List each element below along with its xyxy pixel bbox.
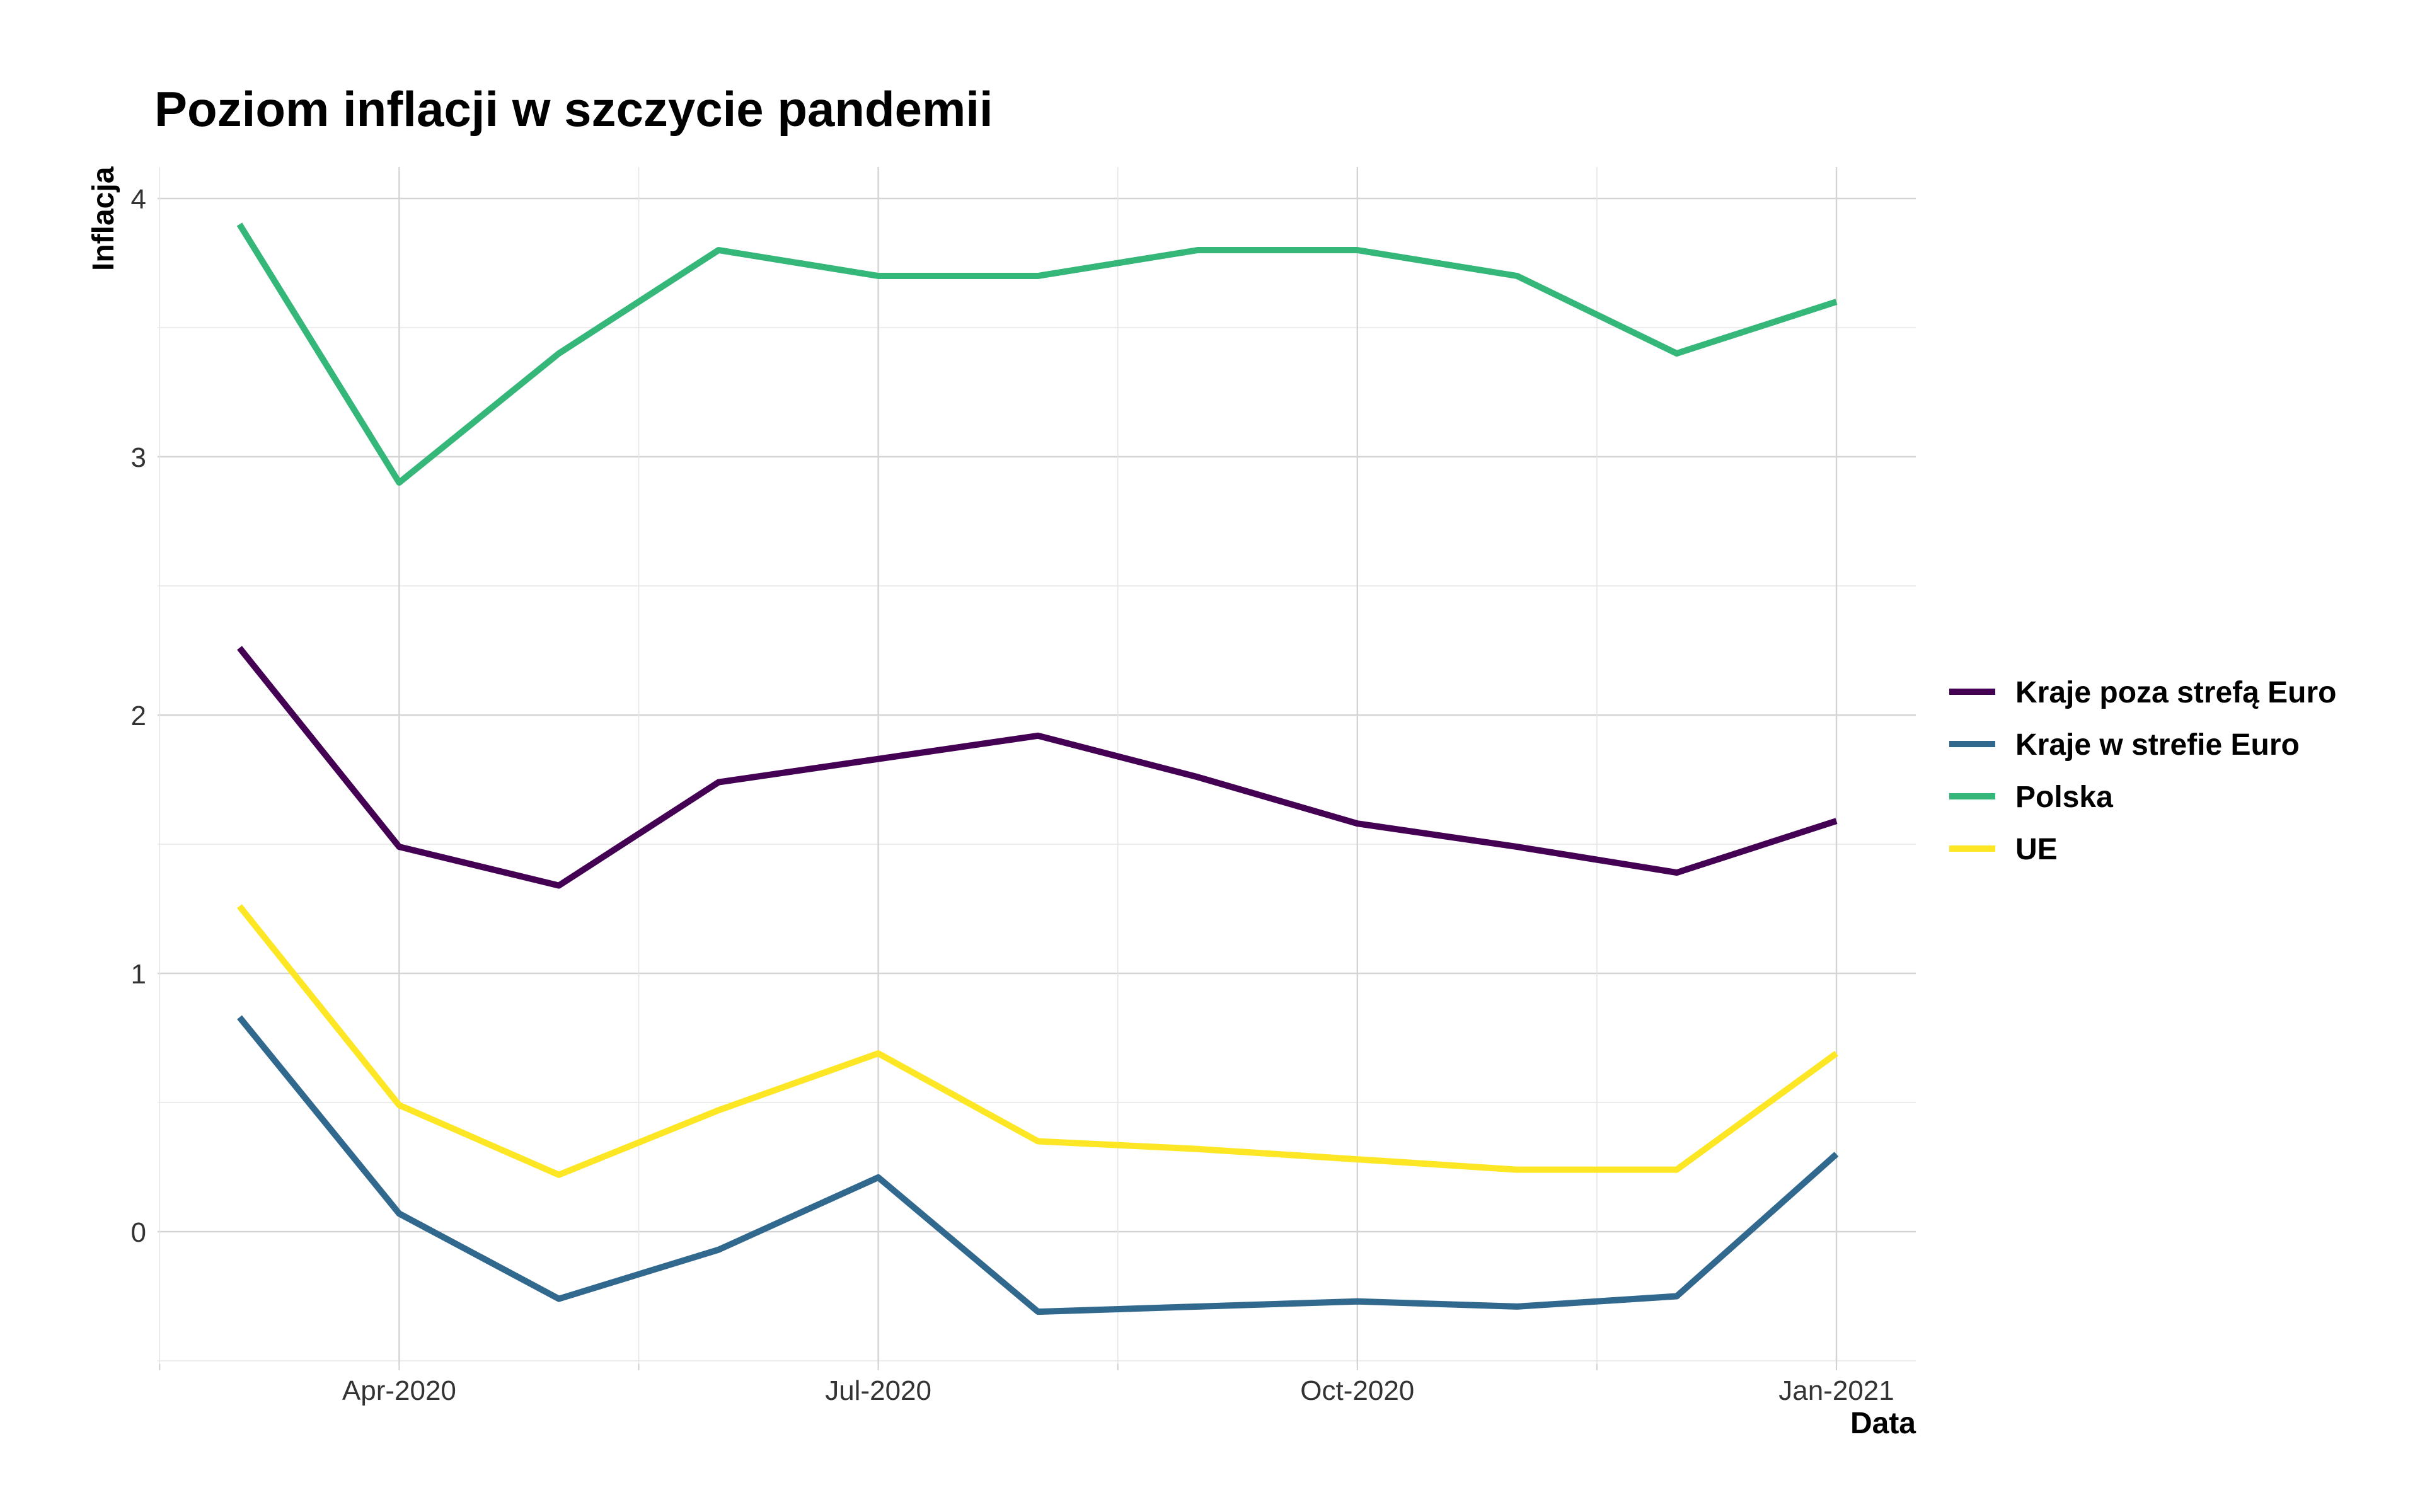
x-tick-label: Oct-2020: [1300, 1375, 1414, 1406]
y-tick-label: 0: [131, 1217, 146, 1248]
x-tick-label: Jan-2021: [1778, 1375, 1894, 1406]
legend-label: Polska: [2015, 781, 2113, 814]
y-tick-label: 3: [131, 442, 146, 473]
y-axis-title: Inflacja: [87, 166, 120, 271]
x-tick-label: Apr-2020: [342, 1375, 456, 1406]
series-line-kraje-w-strefie-euro: [237, 1015, 1839, 1315]
legend-label: Kraje poza strefą Euro: [2015, 676, 2336, 709]
legend-label: Kraje w strefie Euro: [2015, 728, 2300, 762]
axes: 0 1 2 3 4 Apr-2020 Jul-2020 Oct-2020 Jan-2021: [131, 184, 1894, 1406]
x-tick-label: Jul-2020: [825, 1375, 931, 1406]
series-line-polska: [236, 222, 1838, 486]
y-tick-label: 2: [131, 701, 146, 731]
chart-title: Poziom inflacji w szczycie pandemii: [154, 81, 993, 137]
x-axis-title: Data: [1850, 1407, 1916, 1440]
data-series: [236, 222, 1839, 1315]
series-line-kraje-poza-stref-euro: [237, 646, 1838, 889]
legend: Kraje poza strefą Euro Kraje w strefie Eu…: [1949, 676, 2336, 866]
legend-label: UE: [2015, 833, 2058, 866]
series-line-ue: [237, 904, 1838, 1178]
y-tick-label: 4: [131, 184, 146, 215]
grid: [158, 167, 1916, 1364]
y-tick-label: 1: [131, 959, 146, 990]
